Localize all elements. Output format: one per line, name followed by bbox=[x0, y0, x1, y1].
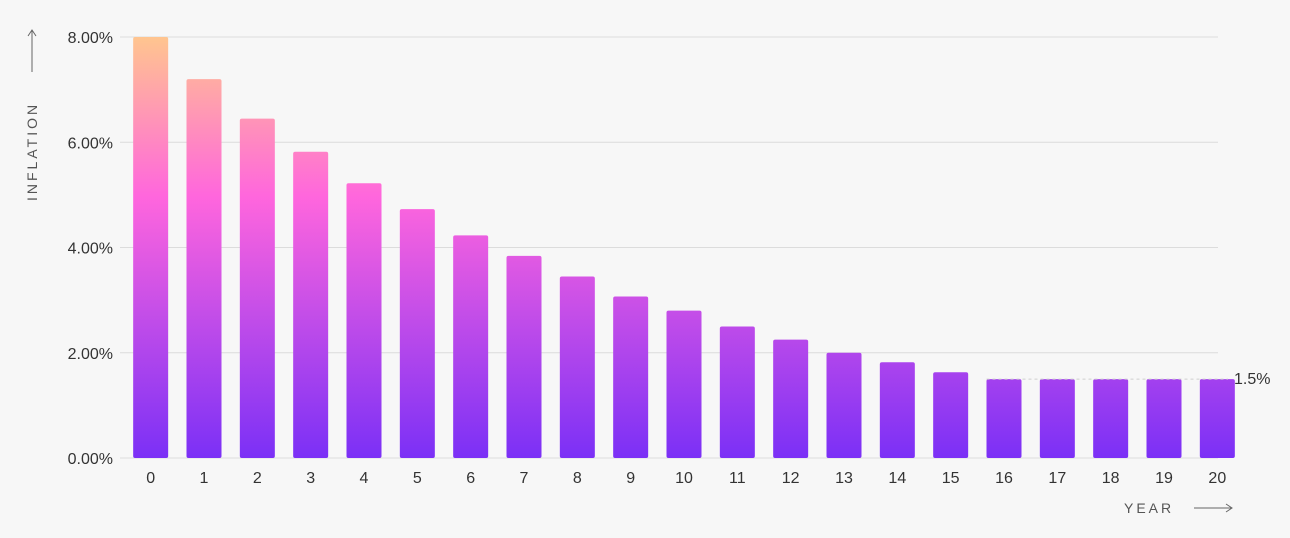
y-tick-label: 2.00% bbox=[68, 346, 113, 363]
bar-year-10 bbox=[666, 310, 702, 458]
y-tick-label: 8.00% bbox=[68, 30, 113, 47]
x-tick-label: 12 bbox=[782, 470, 800, 487]
bar-year-15 bbox=[933, 372, 969, 458]
x-axis-title: YEAR bbox=[1124, 500, 1174, 516]
x-tick-label: 9 bbox=[626, 470, 635, 487]
x-tick-label: 7 bbox=[520, 470, 529, 487]
x-tick-label: 8 bbox=[573, 470, 582, 487]
y-axis-title-group: INFLATION bbox=[24, 29, 40, 201]
bar-year-14 bbox=[879, 362, 915, 458]
bar-year-4 bbox=[346, 183, 382, 459]
x-tick-label: 17 bbox=[1048, 470, 1066, 487]
x-tick-label: 2 bbox=[253, 470, 262, 487]
x-tick-label: 15 bbox=[942, 470, 960, 487]
x-tick-label: 14 bbox=[888, 470, 906, 487]
x-tick-labels: 0 1 2 3 4 5 6 7 8 9 10 11 12 13 14 15 16 17 18 19 20 bbox=[146, 470, 1226, 487]
x-axis-arrowhead-icon bbox=[1225, 503, 1233, 513]
bar-year-18 bbox=[1093, 379, 1129, 458]
x-tick-label: 13 bbox=[835, 470, 853, 487]
x-tick-label: 16 bbox=[995, 470, 1013, 487]
x-tick-label: 1 bbox=[200, 470, 209, 487]
bar-year-6 bbox=[453, 235, 489, 458]
y-tick-label: 4.00% bbox=[68, 241, 113, 258]
bar-year-1 bbox=[186, 79, 222, 458]
x-tick-label: 5 bbox=[413, 470, 422, 487]
x-tick-label: 11 bbox=[729, 470, 746, 487]
x-tick-label: 0 bbox=[146, 470, 155, 487]
x-axis-title-group: YEAR bbox=[1124, 500, 1233, 516]
bar-year-3 bbox=[293, 151, 329, 458]
bars bbox=[133, 37, 1235, 459]
bar-year-17 bbox=[1039, 379, 1075, 458]
bar-year-12 bbox=[773, 339, 809, 458]
bar-year-7 bbox=[506, 255, 542, 458]
x-tick-label: 19 bbox=[1155, 470, 1173, 487]
y-tick-label: 0.00% bbox=[68, 451, 113, 468]
bar-year-19 bbox=[1146, 379, 1182, 458]
bar-year-16 bbox=[986, 379, 1022, 458]
y-tick-labels: 0.00% 2.00% 4.00% 6.00% 8.00% bbox=[68, 30, 113, 468]
bar-year-2 bbox=[239, 118, 275, 458]
y-axis-title: INFLATION bbox=[24, 102, 40, 201]
x-tick-label: 3 bbox=[306, 470, 315, 487]
bar-year-20 bbox=[1199, 379, 1235, 458]
bar-year-8 bbox=[559, 276, 595, 458]
floor-annotation-label: 1.5% bbox=[1234, 371, 1270, 388]
bar-year-5 bbox=[399, 209, 435, 458]
floor-annotation: 1.5% bbox=[986, 371, 1270, 388]
bar-year-11 bbox=[719, 326, 755, 458]
x-tick-label: 18 bbox=[1102, 470, 1120, 487]
x-tick-label: 20 bbox=[1208, 470, 1226, 487]
x-tick-label: 6 bbox=[466, 470, 475, 487]
bar-year-9 bbox=[613, 296, 649, 458]
y-tick-label: 6.00% bbox=[68, 135, 113, 152]
y-axis-arrowhead-icon bbox=[27, 29, 37, 37]
x-tick-label: 4 bbox=[360, 470, 369, 487]
bar-year-0 bbox=[133, 37, 169, 458]
bar-year-13 bbox=[826, 352, 862, 458]
x-tick-label: 10 bbox=[675, 470, 693, 487]
